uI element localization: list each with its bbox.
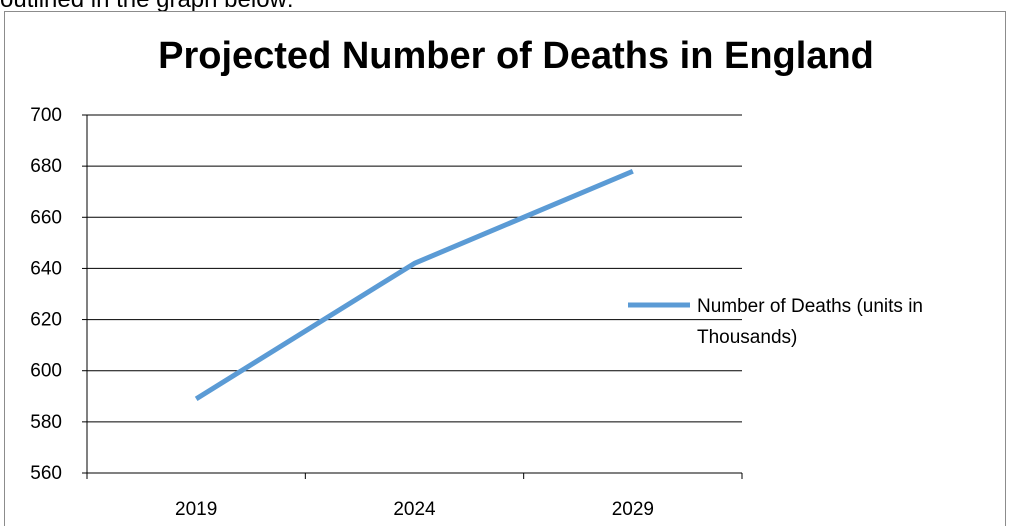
gridlines bbox=[87, 114, 742, 423]
axes bbox=[82, 114, 743, 479]
legend: Number of Deaths (units in Thousands) bbox=[628, 296, 923, 348]
y-tick-label-600: 600 bbox=[30, 361, 62, 382]
y-tick-label-620: 620 bbox=[30, 310, 62, 331]
y-tick-label-560: 560 bbox=[30, 463, 62, 484]
y-tick-label-640: 640 bbox=[30, 258, 62, 279]
x-tick-label-2029: 2029 bbox=[612, 499, 654, 520]
series-line-0 bbox=[194, 168, 634, 401]
intro-text: outlined in the graph below: bbox=[0, 0, 294, 12]
chart-title: Projected Number of Deaths in England bbox=[158, 35, 874, 77]
x-tick-label-2019: 2019 bbox=[175, 499, 217, 520]
series-group bbox=[194, 168, 634, 401]
y-tick-label-660: 660 bbox=[30, 207, 62, 228]
legend-label-0: Number of Deaths (units in Thousands) bbox=[697, 296, 923, 348]
y-axis-tick-labels: 560 580 600 620 640 660 680 700 bbox=[30, 105, 62, 484]
x-axis-tick-labels: 2019 2024 2029 bbox=[175, 499, 654, 520]
y-tick-label-700: 700 bbox=[30, 105, 62, 126]
x-tick-label-2024: 2024 bbox=[393, 499, 436, 520]
y-tick-label-580: 580 bbox=[30, 412, 62, 433]
y-tick-label-680: 680 bbox=[30, 156, 62, 177]
